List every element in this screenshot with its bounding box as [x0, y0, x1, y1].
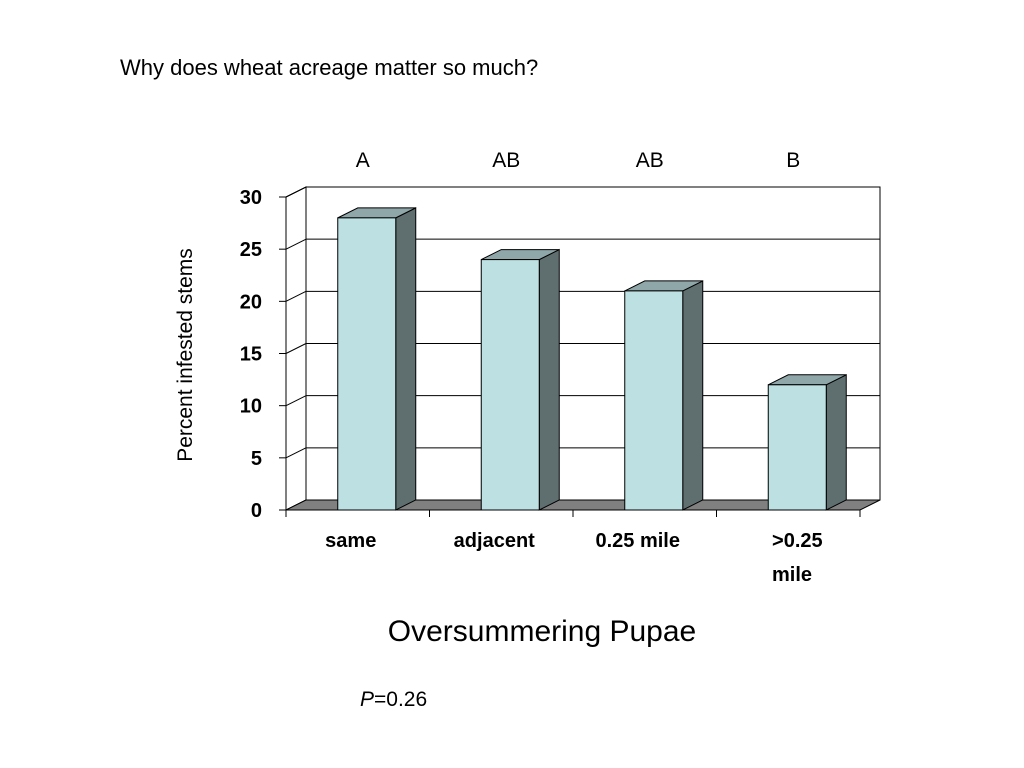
x-category-label: adjacent — [454, 530, 535, 552]
p-value: P=0.26 — [360, 688, 427, 712]
slide-question: Why does wheat acreage matter so much? — [120, 55, 539, 80]
p-symbol: P — [360, 688, 375, 711]
bar-front — [480, 259, 540, 511]
bar-front — [337, 217, 397, 511]
bar — [480, 248, 560, 511]
y-tick-label: 30 — [240, 187, 262, 209]
bar-side — [538, 248, 560, 511]
x-axis-title: Oversummering Pupae — [388, 615, 696, 648]
y-tick-label: 15 — [240, 344, 262, 366]
gridline-side — [285, 290, 307, 302]
significance-letter: AB — [492, 149, 520, 172]
significance-letter: B — [786, 149, 800, 172]
x-category-label-line: adjacent — [454, 530, 535, 552]
x-category-label: same — [325, 530, 376, 552]
y-tick-label: 0 — [251, 500, 262, 522]
x-category-label-line: >0.25 — [772, 530, 823, 552]
chart-axes — [279, 196, 861, 517]
p-value-text: =0.26 — [374, 688, 428, 711]
y-tick-label: 20 — [240, 291, 262, 313]
y-tick-label: 10 — [240, 396, 262, 418]
x-category-label: >0.25 mile — [772, 530, 823, 586]
chart-bars — [337, 207, 847, 511]
bar — [624, 280, 704, 511]
x-category-label: 0.25 mile — [595, 530, 680, 552]
gridline-side — [285, 238, 307, 250]
significance-letter: AB — [636, 149, 664, 172]
gridline-side — [285, 447, 307, 459]
bar-front — [624, 290, 684, 511]
bar — [337, 207, 417, 511]
x-category-label-line: same — [325, 530, 376, 552]
gridline-side — [285, 395, 307, 407]
y-tick-label: 25 — [240, 239, 262, 261]
significance-letter: A — [356, 149, 370, 172]
gridline-side — [285, 343, 307, 354]
y-axis-title: Percent infested stems — [174, 248, 197, 462]
y-tick-label: 5 — [251, 448, 262, 470]
gridline-side — [285, 186, 307, 198]
x-category-label-line: mile — [772, 564, 812, 586]
bar-side — [395, 207, 417, 511]
bar — [767, 373, 847, 511]
bar-side — [825, 373, 847, 511]
bar-side — [682, 280, 704, 511]
x-category-label-line: 0.25 mile — [595, 530, 680, 552]
bar-front — [767, 384, 827, 511]
